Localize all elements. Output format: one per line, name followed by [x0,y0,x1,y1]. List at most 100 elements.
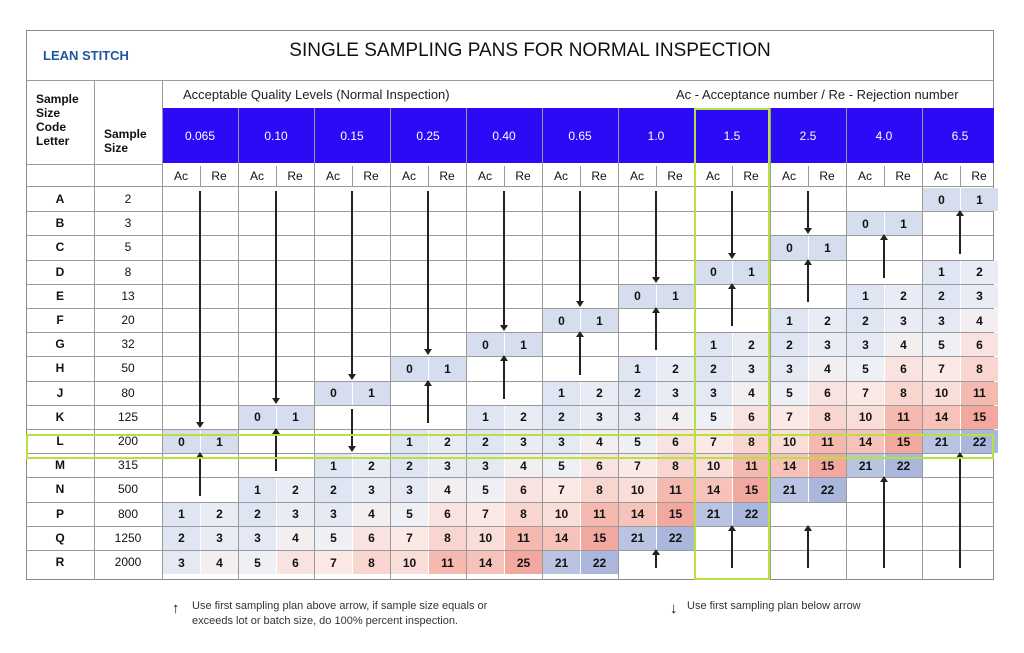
ac-subheader: Ac [781,169,796,183]
sample-code-letter: C [55,240,65,255]
row-divider [26,477,994,479]
down-arrow-icon [728,191,736,259]
up-arrow-icon [728,282,736,327]
up-arrow-icon [956,452,964,569]
acceptance-number: 2 [695,357,732,381]
rejection-number: 4 [809,357,846,381]
up-arrow-icon: ↑ [172,600,180,617]
rejection-number: 8 [733,430,770,454]
ac-re-divider [352,166,353,186]
rejection-number: 2 [581,381,618,405]
row-divider [26,259,994,261]
rejection-number: 11 [657,478,694,502]
acceptance-number: 7 [695,430,732,454]
acceptance-number: 14 [771,454,808,478]
aql-level-header: 4.0 [875,129,893,143]
rejection-number: 1 [885,212,922,236]
acceptance-number: 5 [923,333,960,357]
rejection-number: 8 [885,381,922,405]
down-arrow-icon [500,191,508,332]
acceptance-number: 5 [391,502,428,526]
rejection-number: 1 [429,357,466,381]
aql-column-divider [618,108,619,580]
acceptance-number: 2 [543,405,580,429]
sample-code-letter: D [55,264,65,279]
aql-level-header: 0.25 [416,129,440,143]
rejection-number: 2 [657,357,694,381]
acceptance-number: 3 [163,551,200,575]
rejection-number: 1 [961,188,998,212]
acceptance-number: 3 [391,478,428,502]
acceptance-number: 7 [391,526,428,550]
rejection-number: 15 [885,430,922,454]
rejection-number: 8 [581,478,618,502]
row-divider [26,404,994,406]
row-divider [26,429,994,430]
up-arrow-note-line-1: Use first sampling plan above arrow, if … [192,600,488,612]
acceptance-number: 7 [771,405,808,429]
rejection-number: 3 [429,454,466,478]
sample-code-letter: M [55,458,65,473]
acceptance-number: 1 [543,381,580,405]
down-arrow-icon [652,191,660,283]
rejection-number: 15 [961,405,998,429]
aql-level-header: 0.40 [492,129,516,143]
sample-size-value: 200 [117,434,139,448]
rejection-number: 4 [885,333,922,357]
up-arrow-icon [880,476,888,569]
row-divider [26,525,994,527]
acceptance-number: 14 [695,478,732,502]
ac-subheader: Ac [933,169,948,183]
acceptance-number: 10 [391,551,428,575]
acceptance-number: 21 [771,478,808,502]
acceptance-number: 0 [619,284,656,308]
acceptance-number: 3 [315,502,352,526]
acceptance-number: 21 [543,551,580,575]
ac-subheader: Ac [705,169,720,183]
acceptance-number: 0 [847,212,884,236]
up-arrow-icon [652,306,660,351]
sample-code-letter: F [56,313,64,327]
row-divider [26,332,994,334]
acceptance-number: 5 [543,454,580,478]
ac-re-divider [732,166,733,186]
rejection-number: 2 [885,284,922,308]
acceptance-number: 3 [771,357,808,381]
ac-re-divider [428,166,429,186]
row-divider [26,380,994,382]
rejection-number: 11 [429,551,466,575]
acceptance-number: 0 [239,405,276,429]
ac-subheader: Ac [325,169,340,183]
rejection-number: 2 [809,309,846,333]
acceptance-number: 0 [695,260,732,284]
aql-column-divider [922,108,923,580]
rejection-number: 15 [581,526,618,550]
ac-subheader: Ac [553,169,568,183]
rejection-number: 3 [581,405,618,429]
acceptance-number: 5 [315,526,352,550]
sample-size-value: 2000 [114,555,142,569]
rejection-number: 3 [505,430,542,454]
acceptance-number: 3 [695,381,732,405]
ac-re-divider [276,166,277,186]
rejection-number: 3 [733,357,770,381]
rejection-number: 4 [961,309,998,333]
acceptance-number: 0 [771,236,808,260]
acceptance-number: 3 [467,454,504,478]
acceptance-number: 2 [391,454,428,478]
acceptance-number: 7 [543,478,580,502]
rejection-number: 6 [353,526,390,550]
sample-code-letter: K [55,409,65,424]
up-arrow-icon [880,234,888,278]
rejection-number: 2 [201,502,238,526]
aql-level-header: 6.5 [951,129,969,143]
acceptance-number: 10 [467,526,504,550]
acceptance-number: 7 [847,381,884,405]
rejection-number: 3 [277,502,314,526]
acceptance-number: 2 [239,502,276,526]
acceptance-number: 1 [619,357,656,381]
re-subheader: Re [971,169,987,183]
rejection-number: 15 [809,454,846,478]
sample-size-value: 1250 [114,530,142,545]
rejection-number: 22 [733,502,770,526]
